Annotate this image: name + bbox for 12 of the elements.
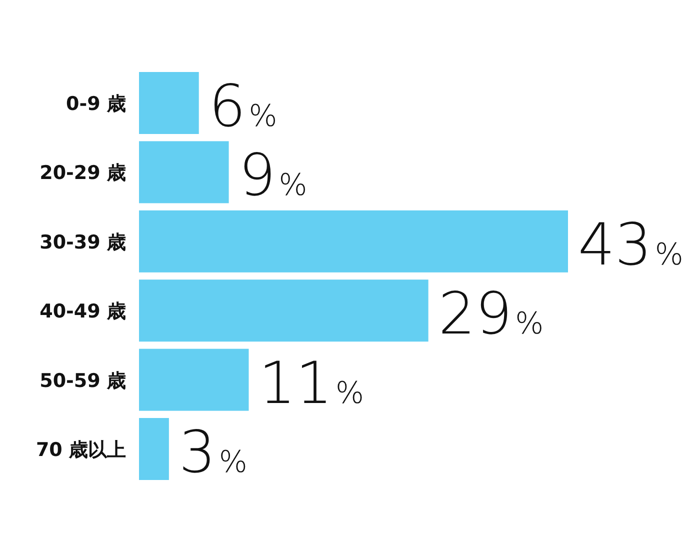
value-label: 29% — [438, 280, 544, 348]
category-label: 30-39 歳 — [40, 231, 126, 254]
category-label: 20-29 歳 — [40, 162, 126, 184]
category-label: 50-59 歳 — [40, 370, 126, 392]
category-label: 40-49 歳 — [40, 300, 126, 323]
category-label: 70 歳以上 — [36, 439, 126, 461]
category-label: 0-9 歳 — [66, 93, 126, 115]
value-label: 9% — [238, 141, 308, 210]
value-label: 11% — [258, 348, 364, 417]
value-label: 6% — [208, 72, 278, 140]
value-label: 43% — [578, 210, 684, 278]
value-label: 3% — [178, 418, 248, 486]
